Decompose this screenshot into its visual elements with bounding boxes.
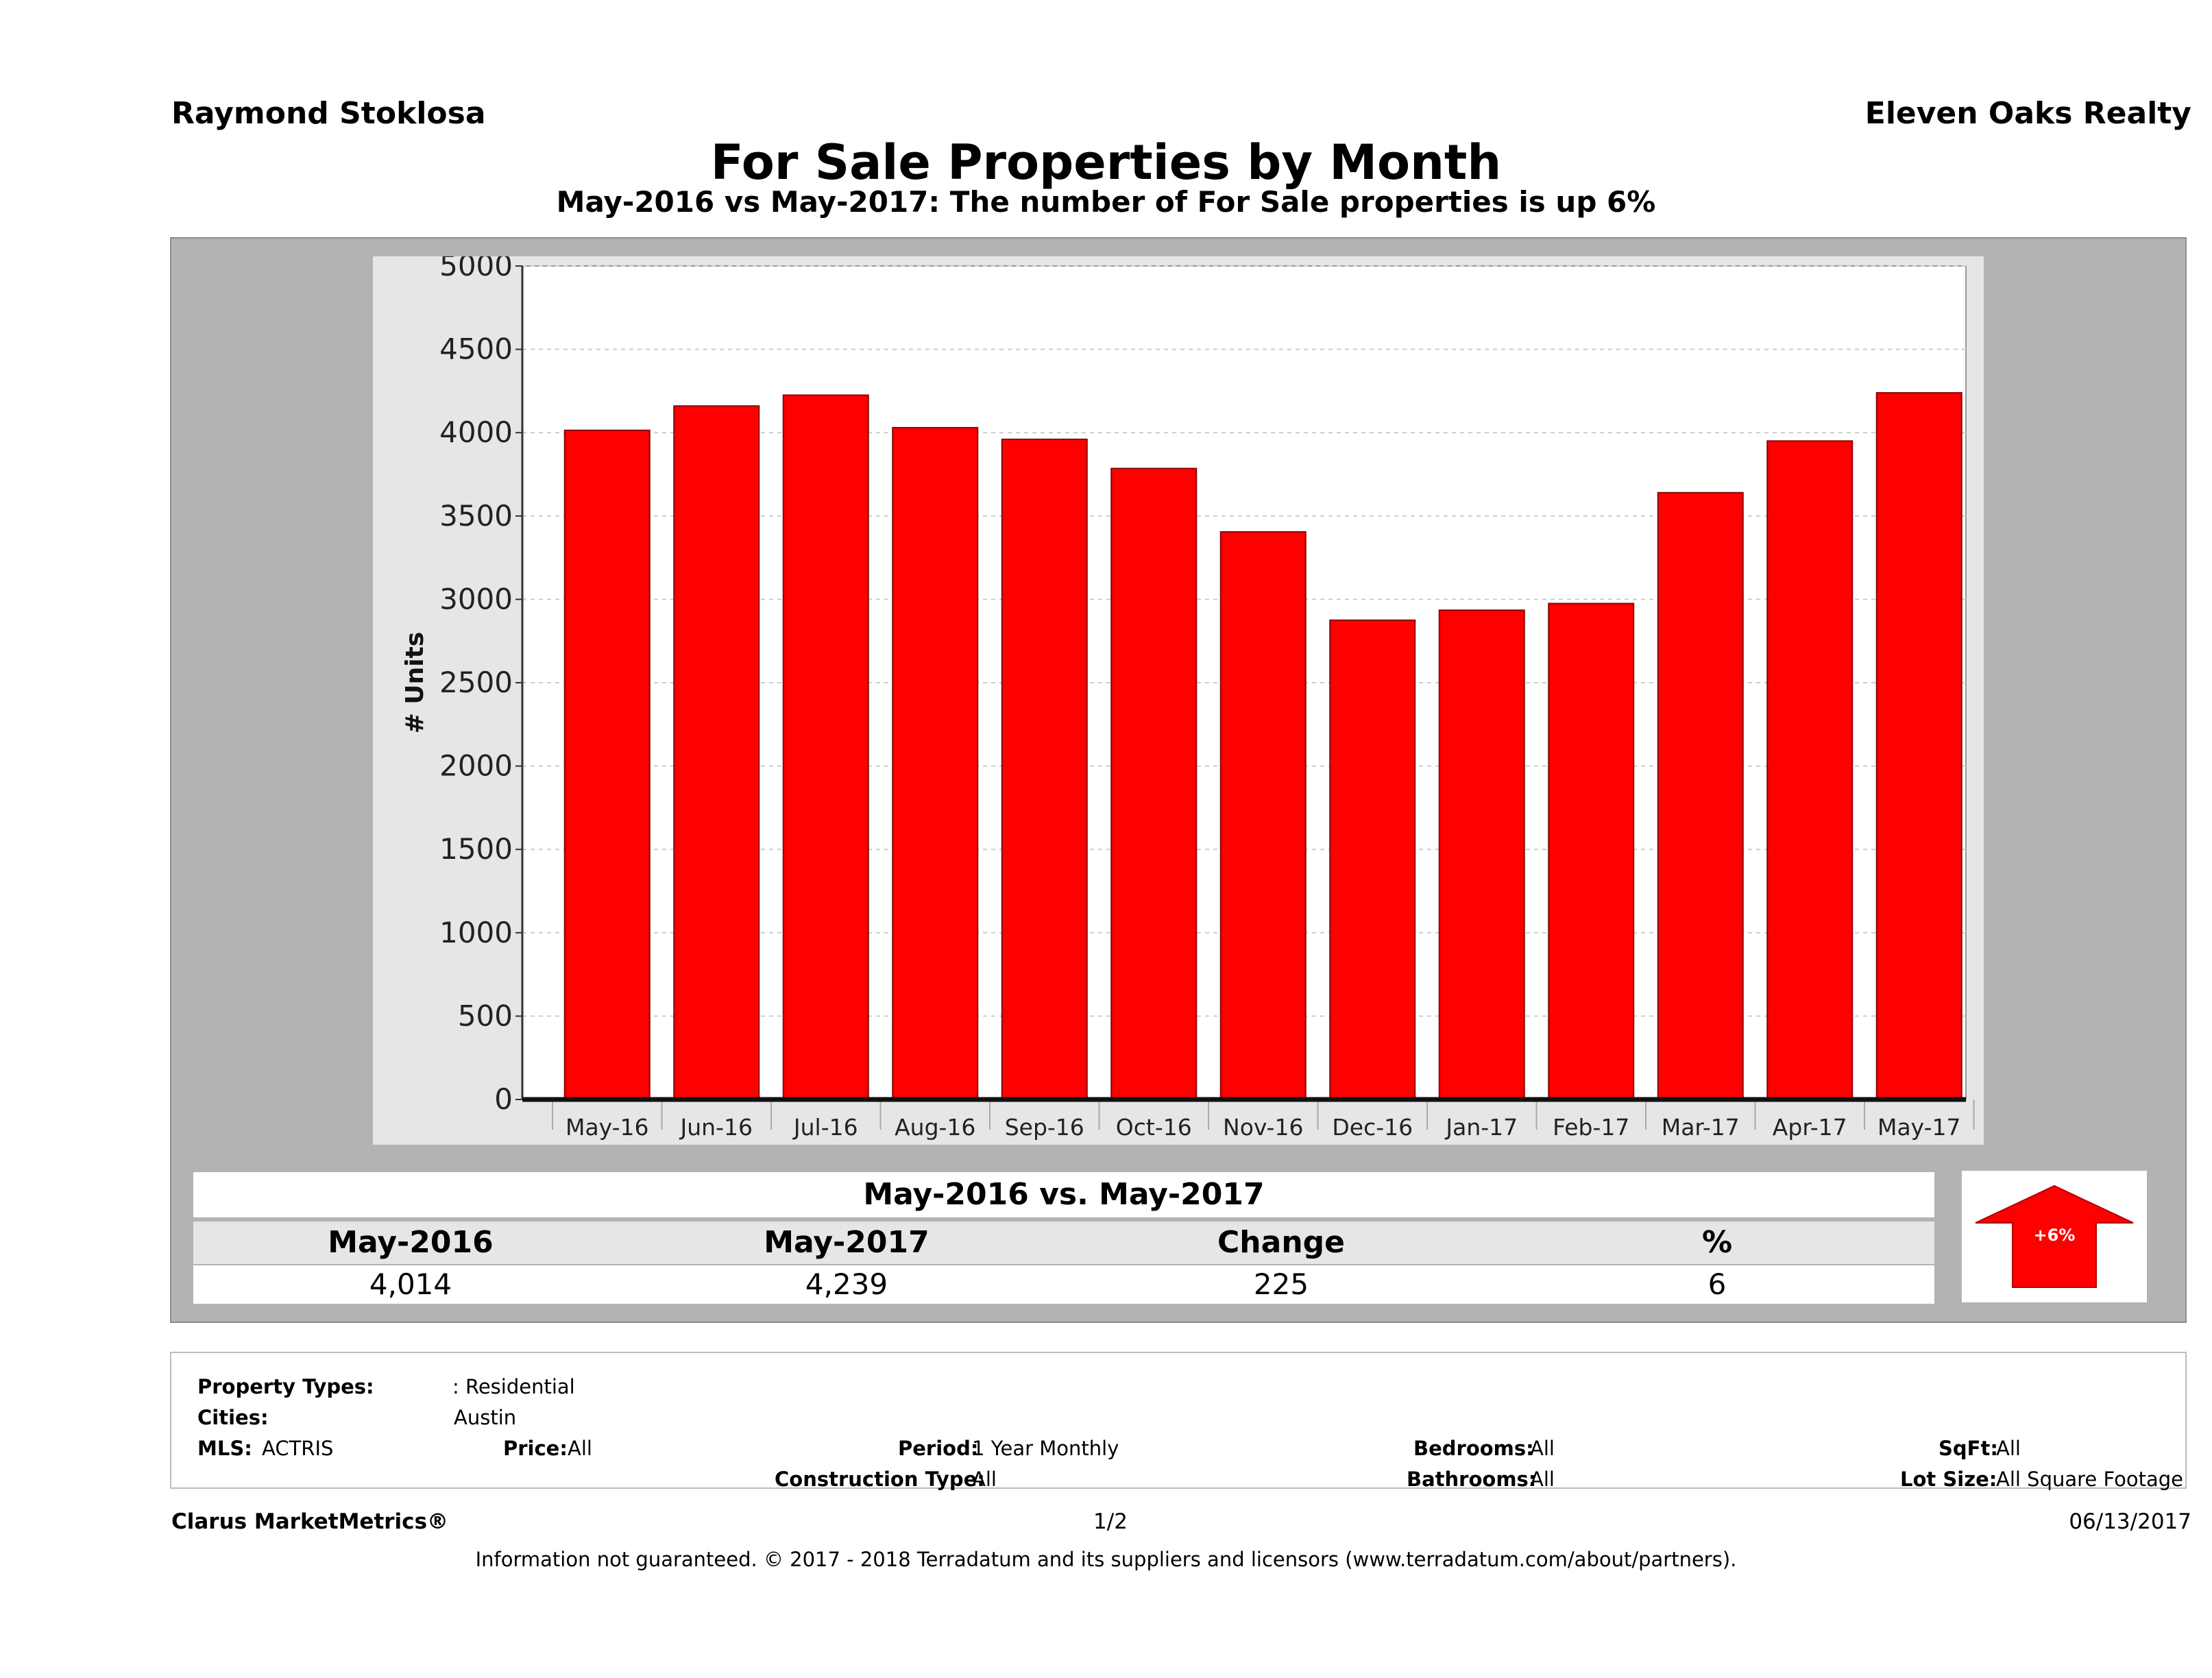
x-tick-label: Jun-16 xyxy=(679,1114,753,1141)
x-tick-label: Oct-16 xyxy=(1116,1114,1192,1141)
x-tick-label: May-17 xyxy=(1877,1114,1961,1141)
bar xyxy=(1438,609,1525,1100)
construction-type-label: Construction Type: xyxy=(775,1468,985,1491)
x-tick-label: Nov-16 xyxy=(1223,1114,1303,1141)
mls-value: ACTRIS xyxy=(262,1437,334,1460)
mls-label: MLS: xyxy=(197,1437,252,1460)
report-date: 06/13/2017 xyxy=(2069,1509,2191,1534)
y-tick-label: 2000 xyxy=(439,749,513,783)
summary-header-cell: May-2017 xyxy=(764,1225,929,1260)
lot-size-label: Lot Size: xyxy=(1900,1468,1997,1491)
x-tick-label: Sep-16 xyxy=(1005,1114,1084,1141)
bar xyxy=(1766,440,1854,1100)
y-axis-label: # Units xyxy=(401,632,429,734)
up-arrow-icon: +6% xyxy=(1975,1184,2134,1288)
summary-value-cell: 6 xyxy=(1707,1267,1727,1301)
x-tick-label: Aug-16 xyxy=(895,1114,975,1141)
bar xyxy=(563,429,651,1100)
period-label: Period: xyxy=(898,1437,979,1460)
price-label: Price: xyxy=(503,1437,568,1460)
y-tick-label: 0 xyxy=(494,1082,513,1116)
chart-subtitle: May-2016 vs May-2017: The number of For … xyxy=(556,185,1656,219)
bar xyxy=(1329,619,1416,1100)
lot-size-value: All Square Footage xyxy=(1996,1468,2184,1491)
y-tick-label: 3000 xyxy=(439,582,513,616)
cities-label: Cities: xyxy=(197,1406,269,1429)
summary-title: May-2016 vs. May-2017 xyxy=(193,1172,1934,1217)
y-tick-label: 4000 xyxy=(439,415,513,449)
bar xyxy=(673,405,760,1100)
y-tick-label: 5000 xyxy=(439,256,513,282)
property-types-label: Property Types: xyxy=(197,1375,374,1398)
y-tick-label: 1000 xyxy=(439,916,513,949)
x-tick-label: May-16 xyxy=(566,1114,649,1141)
summary-header-row: May-2016 May-2017 Change % xyxy=(193,1221,1934,1264)
bar xyxy=(1657,491,1744,1100)
y-tick-label: 1500 xyxy=(439,832,513,866)
x-tick-label: Jan-17 xyxy=(1444,1114,1518,1141)
sqft-value: All xyxy=(1996,1437,2021,1460)
summary-value-row: 4,014 4,239 225 6 xyxy=(193,1265,1934,1304)
bar xyxy=(1001,438,1088,1101)
summary-header-cell: Change xyxy=(1217,1225,1345,1260)
sqft-label: SqFt: xyxy=(1938,1437,1998,1460)
agent-name: Raymond Stoklosa xyxy=(171,96,486,131)
bar xyxy=(1110,467,1198,1101)
bar xyxy=(1875,392,1962,1100)
summary-header-cell: % xyxy=(1701,1225,1733,1260)
y-tick-label: 4500 xyxy=(439,332,513,366)
bar-chart: 0 500 1000 1500 2000 2500 3000 3500 4000 4500 5000… xyxy=(401,256,1975,1141)
disclaimer: Information not guaranteed. © 2017 - 201… xyxy=(475,1548,1737,1571)
chart-area: 0 500 1000 1500 2000 2500 3000 3500 4000 4500 5000… xyxy=(373,256,1984,1145)
bar xyxy=(1219,531,1306,1100)
x-tick-label: Feb-17 xyxy=(1553,1114,1629,1141)
bedrooms-value: All xyxy=(1530,1437,1555,1460)
bar xyxy=(782,394,869,1101)
construction-type-value: All xyxy=(972,1468,997,1491)
y-tick-label: 2500 xyxy=(439,666,513,699)
footer-brand: Clarus MarketMetrics® xyxy=(171,1509,449,1534)
bedrooms-label: Bedrooms: xyxy=(1413,1437,1534,1460)
y-tick-label: 3500 xyxy=(439,499,513,533)
summary-header-cell: May-2016 xyxy=(328,1225,494,1260)
bathrooms-value: All xyxy=(1530,1468,1555,1491)
x-tick-label: Mar-17 xyxy=(1662,1114,1740,1141)
change-badge: +6% xyxy=(1962,1171,2147,1302)
bar xyxy=(1548,603,1635,1101)
x-tick-label: Dec-16 xyxy=(1332,1114,1413,1141)
x-tick-label: Jul-16 xyxy=(792,1114,858,1141)
bar xyxy=(892,426,979,1101)
summary-value-cell: 4,239 xyxy=(805,1267,888,1301)
period-value: 1 Year Monthly xyxy=(972,1437,1119,1460)
summary-value-cell: 225 xyxy=(1253,1267,1309,1301)
chart-title: For Sale Properties by Month xyxy=(710,134,1502,191)
summary-value-cell: 4,014 xyxy=(369,1267,452,1301)
brokerage-name: Eleven Oaks Realty xyxy=(1864,96,2191,131)
x-tick-label: Apr-17 xyxy=(1773,1114,1847,1141)
change-badge-label: +6% xyxy=(2034,1226,2076,1245)
property-types-value: : Residential xyxy=(452,1375,575,1398)
filter-panel: Property Types: : Residential Cities: Au… xyxy=(170,1352,2187,1491)
page-number: 1/2 xyxy=(1093,1509,1128,1534)
y-tick-label: 500 xyxy=(458,999,513,1032)
price-value: All xyxy=(568,1437,592,1460)
cities-value: Austin xyxy=(454,1406,517,1429)
bathrooms-label: Bathrooms: xyxy=(1407,1468,1537,1491)
